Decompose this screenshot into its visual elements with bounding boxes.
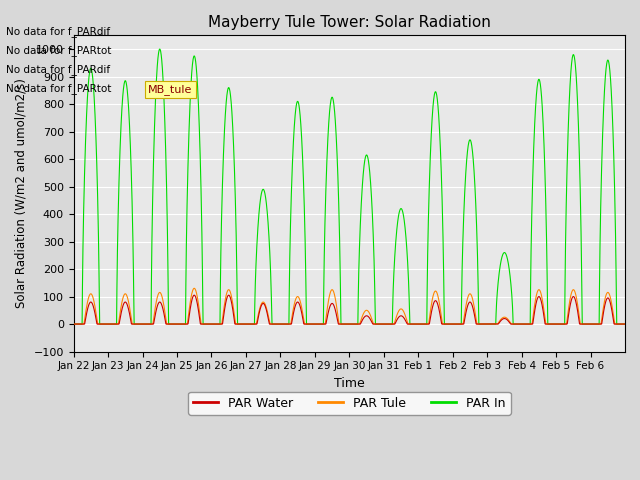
PAR Tule xyxy=(621,321,629,327)
PAR In xyxy=(420,321,428,327)
PAR In xyxy=(156,46,163,52)
PAR Water xyxy=(469,304,477,310)
PAR In xyxy=(70,321,77,327)
PAR Water xyxy=(615,321,623,327)
PAR Tule xyxy=(70,321,77,327)
PAR Water xyxy=(420,321,428,327)
Text: No data for f_PARdif: No data for f_PARdif xyxy=(6,64,111,75)
PAR Tule xyxy=(469,297,477,302)
PAR In xyxy=(615,321,623,327)
PAR Tule xyxy=(504,316,511,322)
PAR Water xyxy=(70,321,77,327)
Text: No data for f_PARtot: No data for f_PARtot xyxy=(6,45,112,56)
Text: No data for f_PARtot: No data for f_PARtot xyxy=(6,83,112,94)
PAR Water xyxy=(537,297,545,303)
PAR Water xyxy=(182,321,190,327)
Line: PAR Water: PAR Water xyxy=(74,295,625,324)
Legend: PAR Water, PAR Tule, PAR In: PAR Water, PAR Tule, PAR In xyxy=(188,392,511,415)
PAR In xyxy=(469,150,477,156)
Text: MB_tule: MB_tule xyxy=(148,84,193,95)
Title: Mayberry Tule Tower: Solar Radiation: Mayberry Tule Tower: Solar Radiation xyxy=(208,15,491,30)
X-axis label: Time: Time xyxy=(334,377,365,390)
PAR In xyxy=(504,258,511,264)
PAR Tule xyxy=(190,286,198,291)
PAR In xyxy=(621,321,629,327)
PAR Water xyxy=(621,321,629,327)
PAR In xyxy=(183,220,191,226)
PAR Tule xyxy=(420,321,428,327)
Text: No data for f_PARdif: No data for f_PARdif xyxy=(6,25,111,36)
PAR Tule xyxy=(182,321,190,327)
Line: PAR In: PAR In xyxy=(74,49,625,324)
PAR Water xyxy=(191,292,198,298)
PAR Tule xyxy=(615,321,623,327)
PAR In xyxy=(537,86,545,92)
Y-axis label: Solar Radiation (W/m2 and umol/m2/s): Solar Radiation (W/m2 and umol/m2/s) xyxy=(15,79,28,308)
PAR Water xyxy=(504,318,511,324)
Line: PAR Tule: PAR Tule xyxy=(74,288,625,324)
PAR Tule xyxy=(537,290,545,296)
